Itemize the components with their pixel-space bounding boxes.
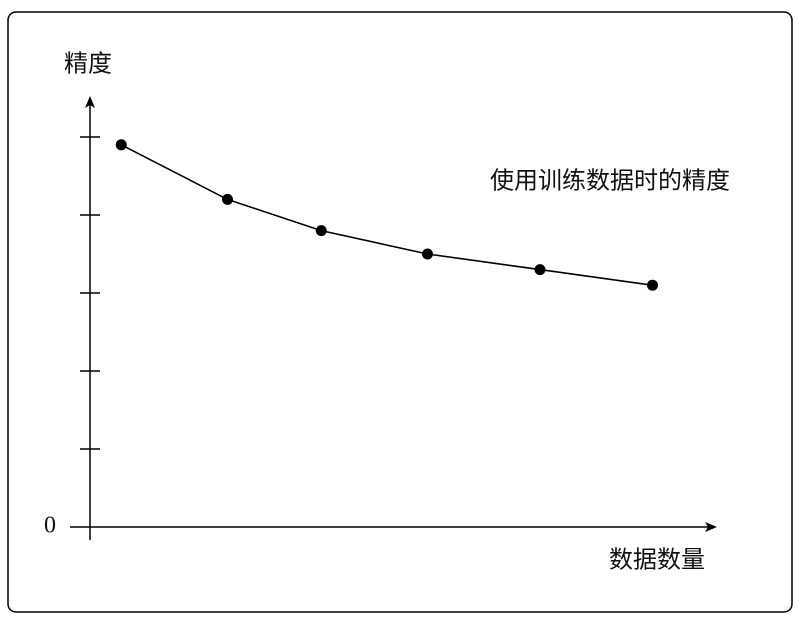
y-tick-label: 0	[44, 513, 56, 539]
x-axis-label: 数据数量	[609, 547, 705, 574]
data-point	[222, 193, 233, 205]
frame	[7, 11, 793, 613]
data-point	[647, 279, 658, 291]
data-point	[534, 264, 546, 276]
y-axis-label: 精度	[64, 51, 112, 78]
data-point	[115, 139, 127, 151]
data-line	[120, 144, 653, 286]
annotation: 使用训练数据时的精度	[490, 168, 730, 195]
data-point	[315, 225, 327, 237]
data-point	[422, 248, 433, 260]
